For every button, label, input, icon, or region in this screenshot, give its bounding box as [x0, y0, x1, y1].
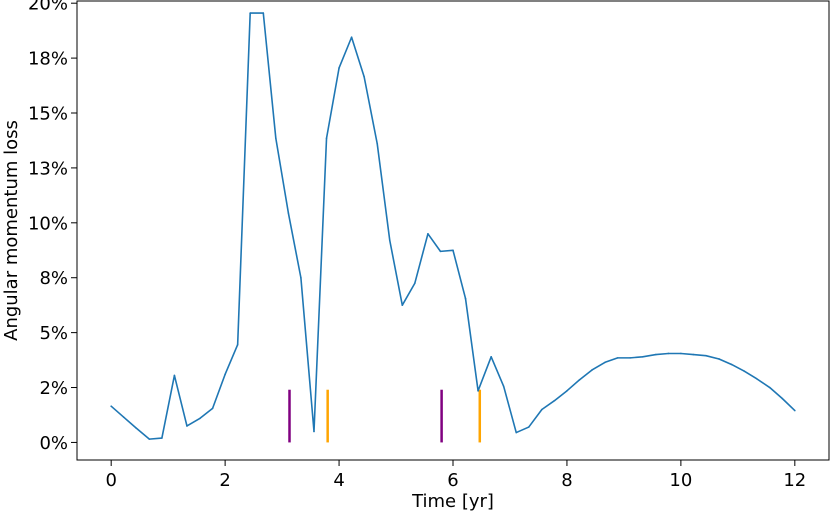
x-tick-label: 10	[669, 470, 692, 491]
data-point	[705, 354, 707, 357]
x-tick-label: 4	[333, 470, 344, 491]
data-point	[148, 438, 151, 440]
data-point	[186, 425, 188, 427]
data-point	[566, 390, 568, 392]
y-tick-label: 18%	[28, 49, 68, 70]
y-tick-label: 8%	[39, 268, 68, 289]
x-axis-label: Time [yr]	[411, 491, 494, 512]
data-point	[313, 430, 315, 433]
data-point	[350, 36, 353, 39]
series-line-1	[110, 12, 796, 440]
y-tick-label: 13%	[28, 158, 68, 179]
data-point	[490, 355, 492, 358]
data-point	[325, 137, 328, 140]
data-point	[427, 232, 429, 235]
data-point	[680, 352, 682, 355]
data-point	[122, 416, 125, 418]
data-point	[591, 369, 593, 371]
data-point	[275, 137, 277, 140]
data-point	[743, 370, 745, 372]
x-tick-label: 8	[561, 470, 572, 491]
data-point	[300, 276, 302, 279]
y-axis-ticks: 0% 2% 5% 8% 10% 13% 15% 18% 20%	[28, 0, 77, 454]
data-point	[655, 353, 657, 356]
data-point	[629, 357, 631, 359]
plot-area-frame	[76, 0, 830, 461]
data-point	[211, 407, 214, 410]
data-point	[135, 427, 138, 429]
data-point	[414, 282, 416, 285]
data-point	[515, 431, 518, 434]
series-group	[110, 12, 796, 440]
x-tick-label: 12	[783, 470, 806, 491]
y-tick-label: 10%	[28, 213, 68, 234]
data-point	[718, 358, 720, 360]
data-point	[502, 385, 505, 388]
data-point	[388, 239, 391, 242]
data-point	[338, 67, 340, 69]
y-tick-label: 0%	[39, 433, 68, 454]
data-point	[527, 426, 530, 428]
data-point	[578, 379, 581, 381]
x-tick-label: 2	[219, 470, 230, 491]
data-point	[616, 357, 619, 359]
data-point	[730, 363, 733, 366]
y-axis-label: Angular momentum loss	[1, 120, 22, 341]
y-tick-label: 20%	[28, 0, 68, 15]
x-axis-ticks: 0 2 4 6 8 10 12	[105, 460, 806, 491]
data-point	[439, 250, 442, 253]
x-tick-label: 6	[447, 470, 458, 491]
data-point	[553, 399, 556, 402]
data-point	[768, 386, 771, 389]
data-point	[781, 397, 784, 400]
data-point	[477, 390, 479, 392]
data-point	[249, 12, 251, 14]
data-point	[224, 373, 226, 376]
data-point	[641, 355, 644, 358]
data-point	[401, 304, 404, 306]
data-point	[794, 409, 796, 412]
event-markers	[288, 389, 482, 443]
data-point	[236, 343, 239, 346]
data-point	[604, 361, 606, 364]
data-point	[755, 377, 758, 380]
data-point	[376, 142, 379, 145]
data-point	[110, 405, 112, 407]
data-point	[161, 437, 163, 439]
y-tick-label: 5%	[39, 323, 68, 344]
data-point	[173, 374, 176, 377]
x-tick-label: 0	[105, 470, 116, 491]
data-point	[199, 417, 201, 420]
data-point	[287, 212, 290, 214]
data-point	[667, 352, 670, 355]
data-point	[464, 297, 467, 300]
y-tick-label: 15%	[28, 104, 68, 125]
data-point	[363, 75, 365, 78]
data-point	[692, 353, 695, 356]
data-point	[452, 249, 454, 252]
y-tick-label: 2%	[39, 378, 68, 399]
data-point	[262, 12, 265, 14]
data-point	[541, 408, 543, 411]
